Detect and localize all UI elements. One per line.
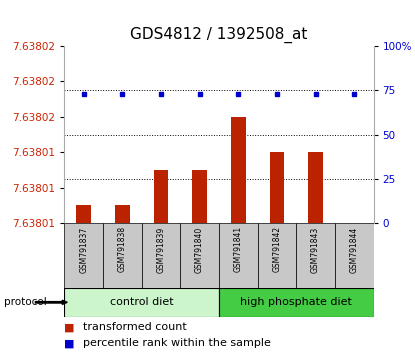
- Bar: [308, 152, 323, 223]
- Bar: [258, 223, 296, 289]
- Bar: [103, 223, 142, 289]
- Text: protocol: protocol: [4, 297, 47, 307]
- Bar: [64, 288, 219, 317]
- Bar: [192, 170, 207, 223]
- Text: GSM791840: GSM791840: [195, 226, 204, 273]
- Bar: [115, 205, 129, 223]
- Bar: [180, 223, 219, 289]
- Text: GSM791843: GSM791843: [311, 226, 320, 273]
- Title: GDS4812 / 1392508_at: GDS4812 / 1392508_at: [130, 27, 308, 43]
- Text: ■: ■: [64, 338, 75, 348]
- Bar: [219, 288, 374, 317]
- Text: transformed count: transformed count: [83, 322, 187, 332]
- Bar: [219, 223, 258, 289]
- Text: percentile rank within the sample: percentile rank within the sample: [83, 338, 271, 348]
- Text: GSM791842: GSM791842: [272, 226, 281, 273]
- Bar: [231, 117, 246, 223]
- Bar: [269, 152, 284, 223]
- Text: GSM791837: GSM791837: [79, 226, 88, 273]
- Text: high phosphate diet: high phosphate diet: [240, 297, 352, 307]
- Bar: [154, 170, 168, 223]
- Bar: [76, 205, 91, 223]
- Text: ■: ■: [64, 322, 75, 332]
- Bar: [296, 223, 335, 289]
- Bar: [142, 223, 180, 289]
- Text: GSM791841: GSM791841: [234, 226, 243, 273]
- Bar: [335, 223, 374, 289]
- Text: GSM791838: GSM791838: [118, 226, 127, 273]
- Text: GSM791844: GSM791844: [350, 226, 359, 273]
- Text: GSM791839: GSM791839: [156, 226, 166, 273]
- Bar: [64, 223, 103, 289]
- Text: control diet: control diet: [110, 297, 173, 307]
